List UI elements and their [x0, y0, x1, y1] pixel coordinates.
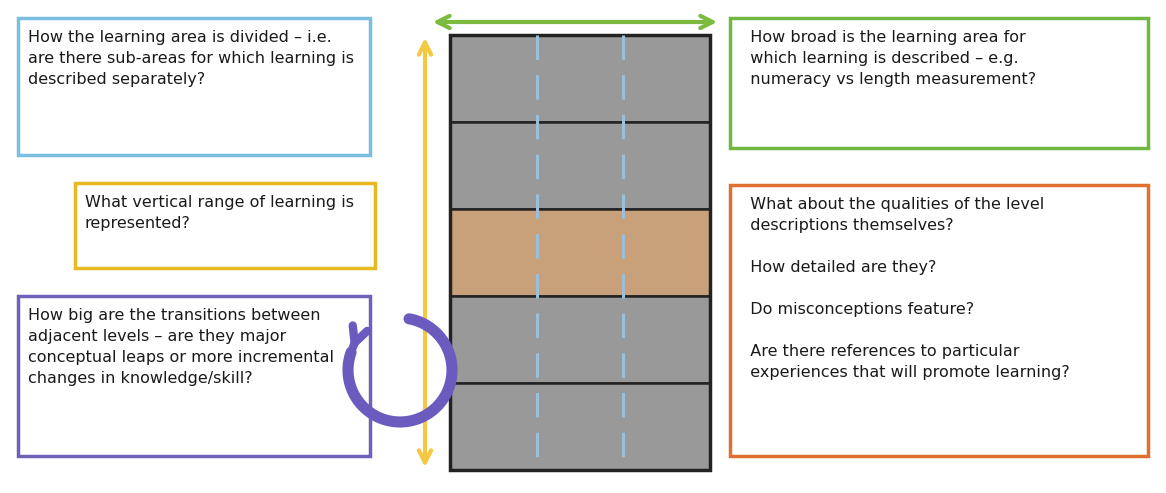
Text: How the learning area is divided – i.e.
are there sub-areas for which learning i: How the learning area is divided – i.e. … — [28, 30, 354, 87]
Bar — [450, 209, 710, 296]
FancyBboxPatch shape — [730, 185, 1149, 456]
Bar — [450, 383, 710, 470]
FancyBboxPatch shape — [17, 296, 370, 456]
Bar — [450, 35, 710, 470]
Bar — [450, 296, 710, 383]
Bar — [450, 122, 710, 209]
Text: How broad is the learning area for
  which learning is described – e.g.
  numera: How broad is the learning area for which… — [740, 30, 1037, 87]
Text: What about the qualities of the level
  descriptions themselves?

  How detailed: What about the qualities of the level de… — [740, 197, 1069, 380]
Text: What vertical range of learning is
represented?: What vertical range of learning is repre… — [85, 195, 354, 231]
Text: How big are the transitions between
adjacent levels – are they major
conceptual : How big are the transitions between adja… — [28, 308, 333, 386]
FancyBboxPatch shape — [17, 18, 370, 155]
FancyBboxPatch shape — [75, 183, 375, 268]
Bar — [450, 35, 710, 122]
FancyBboxPatch shape — [730, 18, 1149, 148]
